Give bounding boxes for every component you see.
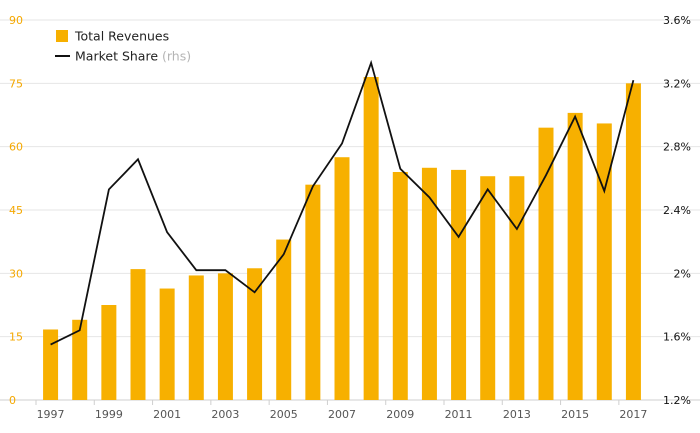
- left-tick-label: 15: [9, 331, 23, 344]
- bar-2011: [451, 169, 467, 400]
- bar-2010: [421, 167, 437, 400]
- right-tick-label: 2.8%: [663, 141, 691, 154]
- x-tick-label: 1999: [95, 408, 123, 421]
- legend-label: Market Share (rhs): [75, 49, 191, 64]
- bar-2005: [276, 239, 292, 400]
- left-tick-label: 90: [9, 14, 23, 27]
- x-tick-label: 2009: [386, 408, 414, 421]
- bar-1997: [43, 329, 59, 400]
- right-tick-label: 3.6%: [663, 14, 691, 27]
- bar-2014: [538, 127, 554, 401]
- x-tick-label: 2017: [619, 408, 647, 421]
- legend-label-text: Market Share: [75, 49, 158, 64]
- revenue-bars: [43, 77, 641, 401]
- gridlines: [0, 19, 700, 401]
- x-tick-label: 2013: [503, 408, 531, 421]
- market-share-line-group: [50, 59, 635, 346]
- right-tick-label: 1.6%: [663, 331, 691, 344]
- bar-2000: [130, 269, 146, 400]
- left-tick-label: 30: [9, 267, 23, 280]
- legend-label: Total Revenues: [74, 29, 169, 44]
- legend-note: (rhs): [162, 49, 191, 64]
- legend-label-text: Total Revenues: [74, 29, 169, 44]
- x-tick-label: 2011: [445, 408, 473, 421]
- bar-2013: [509, 176, 525, 400]
- bar-2015: [567, 112, 583, 400]
- bar-2003: [217, 273, 233, 400]
- bar-2008: [363, 77, 379, 400]
- legend-swatch-revenues: [56, 30, 68, 42]
- bar-2001: [159, 288, 175, 400]
- legend: Total Revenues Market Share (rhs): [55, 29, 191, 64]
- x-tick-label: 2003: [211, 408, 239, 421]
- bar-2002: [188, 275, 204, 400]
- x-tick-label: 1997: [37, 408, 65, 421]
- x-tick-label: 2007: [328, 408, 356, 421]
- left-axis: 0 15 30 45 60 75 90: [9, 14, 23, 407]
- left-tick-label: 75: [9, 77, 23, 90]
- x-tick-label: 2001: [153, 408, 181, 421]
- left-tick-label: 60: [9, 141, 23, 154]
- bar-2017: [625, 83, 641, 400]
- left-tick-label: 45: [9, 204, 23, 217]
- bar-2004: [247, 268, 263, 400]
- left-tick-label: 0: [9, 394, 16, 407]
- x-axis: 1997 1999 2001 2003 2005 2007 2009 2011 2013 2015…: [35, 400, 647, 421]
- bar-2006: [305, 184, 321, 400]
- right-tick-label: 2%: [674, 267, 691, 280]
- bar-2009: [392, 172, 408, 400]
- x-tick-label: 2005: [270, 408, 298, 421]
- x-tick-label: 2015: [561, 408, 589, 421]
- right-axis: 1.2% 1.6% 2% 2.4% 2.8% 3.2% 3.6%: [663, 14, 691, 407]
- bar-2016: [596, 123, 612, 400]
- right-tick-label: 2.4%: [663, 204, 691, 217]
- bar-2007: [334, 157, 350, 400]
- right-tick-label: 1.2%: [663, 394, 691, 407]
- bar-1998: [72, 319, 88, 400]
- bar-2012: [480, 176, 496, 400]
- right-tick-label: 3.2%: [663, 77, 691, 90]
- bar-1999: [101, 305, 117, 400]
